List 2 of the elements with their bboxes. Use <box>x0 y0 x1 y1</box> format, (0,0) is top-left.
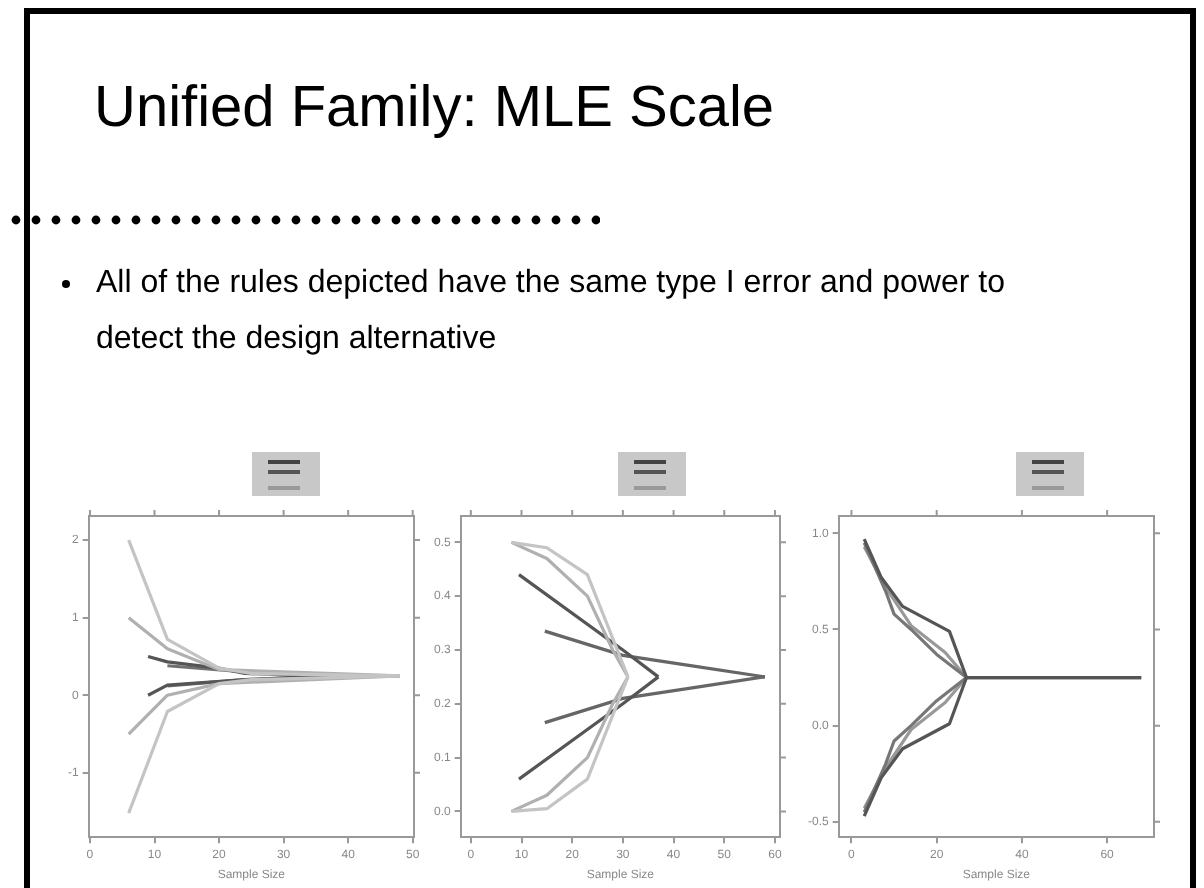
chart-title: Unified Family: MLE Scale <box>94 76 775 142</box>
text: All of the rules depicted have the same type I error and power to detect the design alternative <box>96 266 1005 356</box>
